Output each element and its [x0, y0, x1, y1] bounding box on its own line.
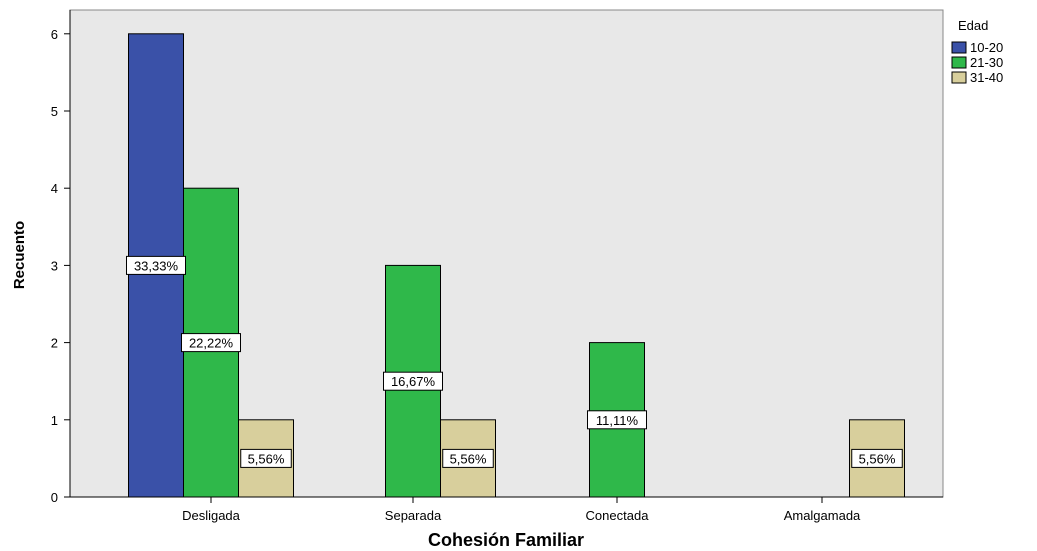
data-label: 11,11% — [596, 413, 639, 428]
y-tick-label: 5 — [51, 104, 58, 119]
data-label-box — [126, 255, 186, 275]
data-label-box — [587, 410, 647, 430]
data-label: 5,56% — [859, 451, 896, 466]
y-tick-label: 4 — [51, 181, 58, 196]
data-label-box — [851, 448, 903, 468]
x-tick-label: Amalgamada — [784, 508, 861, 523]
legend-label: 31-40 — [970, 70, 1003, 85]
legend-swatch — [951, 56, 967, 69]
data-label: 5,56% — [248, 451, 285, 466]
x-axis: Desligada Separada Conectada Amalgamada — [70, 496, 943, 523]
legend-swatch — [951, 71, 967, 84]
data-label: 33,33% — [134, 258, 179, 273]
x-tick-label: Conectada — [586, 508, 650, 523]
y-tick-label: 6 — [51, 27, 58, 42]
y-tick-label: 1 — [51, 413, 58, 428]
data-label: 22,22% — [189, 336, 234, 351]
legend-title: Edad — [958, 18, 988, 33]
data-labels: 33,33% 22,22% 16,67% 11,11% 5,56% 5,56% 5,56% — [126, 255, 903, 468]
y-tick-label: 3 — [51, 258, 58, 273]
y-axis: 0 1 2 3 4 5 6 — [51, 10, 71, 505]
y-axis-title: Recuento — [11, 221, 28, 289]
data-label: 16,67% — [391, 374, 436, 389]
data-label-box — [383, 371, 443, 391]
x-axis-title: Cohesión Familiar — [428, 530, 584, 550]
legend-swatch — [951, 41, 967, 54]
y-tick-label: 0 — [51, 490, 58, 505]
y-tick-label: 2 — [51, 336, 58, 351]
x-tick-label: Desligada — [182, 508, 241, 523]
x-tick-label: Separada — [385, 508, 442, 523]
data-label-box — [442, 448, 494, 468]
data-label-box — [181, 333, 241, 353]
legend-label: 21-30 — [970, 55, 1003, 70]
data-label-box — [240, 448, 292, 468]
data-label: 5,56% — [450, 451, 487, 466]
legend-label: 10-20 — [970, 40, 1003, 55]
